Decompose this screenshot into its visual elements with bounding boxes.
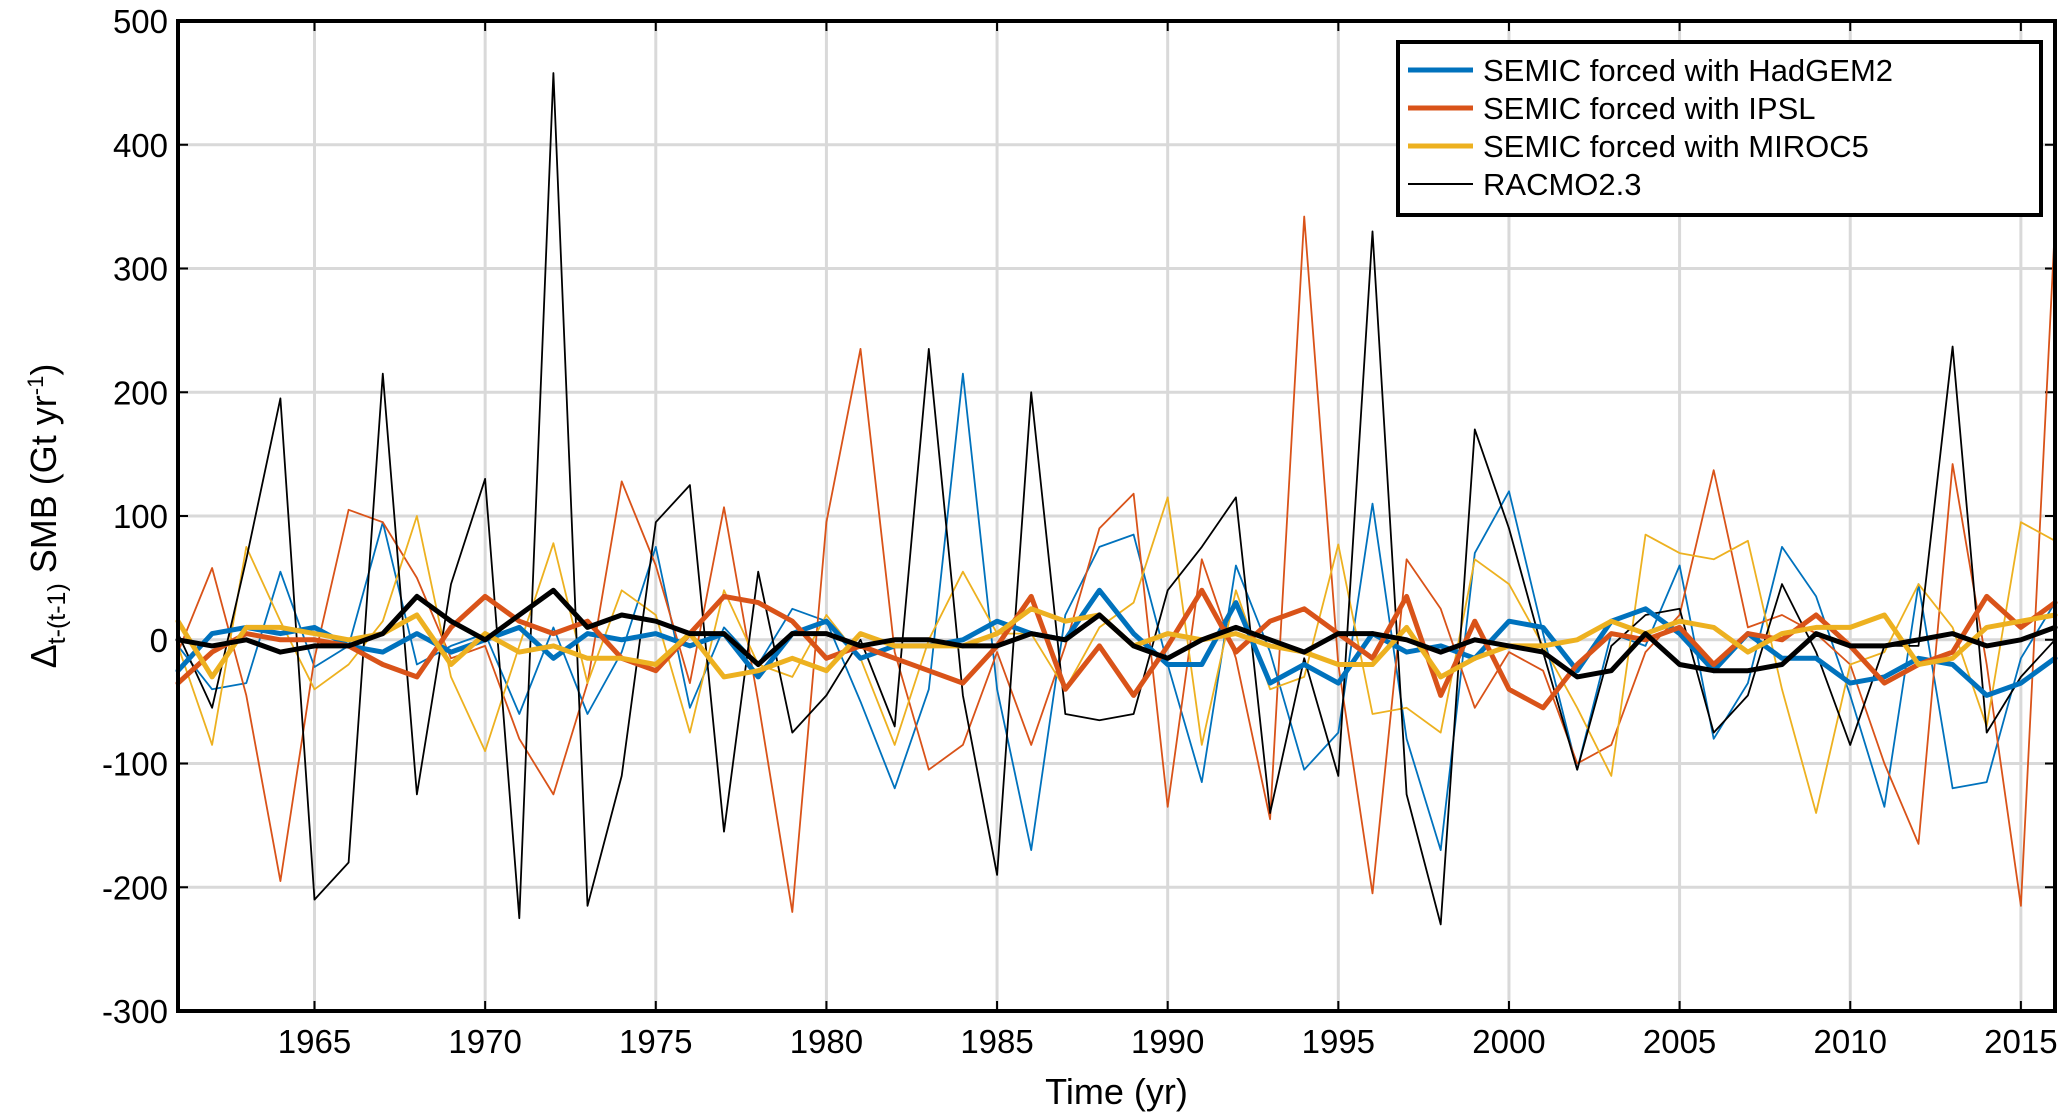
- x-tick-label: 1975: [619, 1023, 692, 1060]
- x-tick-label: 1985: [960, 1023, 1033, 1060]
- x-tick-label: 2000: [1472, 1023, 1545, 1060]
- legend-box: [1396, 40, 2043, 217]
- x-tick-label: 2010: [1814, 1023, 1887, 1060]
- y-tick-label: 200: [113, 374, 168, 411]
- x-tick-label: 2005: [1643, 1023, 1716, 1060]
- series-line: [175, 587, 2058, 680]
- plot-frame: [176, 19, 2057, 1013]
- legend-label: SEMIC forced with IPSL: [1483, 91, 1816, 126]
- x-axis-title: Time (yr): [1045, 1071, 1188, 1112]
- y-tick-label: 400: [113, 127, 168, 164]
- legend-label: SEMIC forced with HadGEM2: [1483, 53, 1893, 88]
- series-line: [175, 587, 2058, 711]
- series-line: [177, 72, 2056, 926]
- x-tick-label: 1990: [1131, 1023, 1204, 1060]
- x-tick-label: 2015: [1984, 1023, 2057, 1060]
- tick-labels: 1965 1970 1975 1980 1985 1990 1995 2000 2005 2010…: [102, 3, 2058, 1060]
- x-tick-label: 1980: [790, 1023, 863, 1060]
- y-axis-title-main: SMB (Gt yr: [23, 395, 64, 583]
- y-tick-label: -100: [102, 746, 168, 783]
- y-tick-label: -200: [102, 869, 168, 906]
- y-tick-label: 100: [113, 498, 168, 535]
- y-tick-label: 500: [113, 3, 168, 40]
- legend-label: RACMO2.3: [1483, 167, 1641, 202]
- y-axis-title-superscript: -1: [23, 376, 48, 396]
- series-lines: [175, 72, 2058, 926]
- y-tick-label: 300: [113, 251, 168, 288]
- y-tick-label: 0: [150, 622, 168, 659]
- x-tick-label: 1970: [448, 1023, 521, 1060]
- legend-label: SEMIC forced with MIROC5: [1483, 129, 1869, 164]
- y-axis-title-delta: Δ: [23, 644, 64, 668]
- series-line: [177, 372, 2056, 851]
- y-axis-title: Δt-(t-1) SMB (Gt yr-1): [23, 364, 71, 669]
- series-line: [177, 215, 2056, 913]
- x-tick-label: 1995: [1302, 1023, 1375, 1060]
- y-axis-title-close: ): [23, 364, 64, 376]
- x-tick-label: 1965: [278, 1023, 351, 1060]
- y-axis-title-subscript: t-(t-1): [43, 583, 71, 644]
- y-tick-label: -300: [102, 993, 168, 1030]
